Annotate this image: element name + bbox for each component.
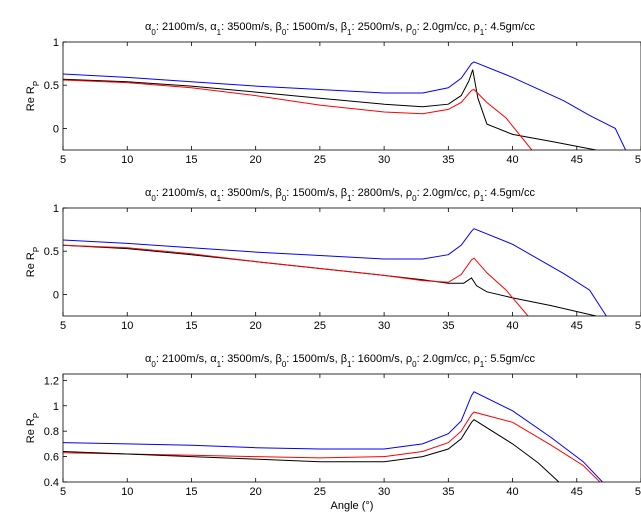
y-tick-label: 1 — [53, 37, 59, 49]
x-tick-label: 5 — [60, 154, 66, 166]
series-line-1 — [63, 61, 627, 150]
series-line-3 — [63, 244, 529, 316]
axes-frame — [62, 373, 641, 483]
x-tick-label: 25 — [314, 154, 326, 166]
panel-2: α0: 2100m/s, α1: 3500m/s, β0: 1500m/s, β… — [25, 187, 641, 332]
chart-title: α0: 2100m/s, α1: 3500m/s, β0: 1500m/s, β… — [145, 21, 535, 37]
x-tick-label: 15 — [185, 320, 197, 332]
y-tick-label: 0 — [53, 123, 59, 135]
series-line-2 — [63, 69, 597, 150]
y-tick-label: 1 — [53, 401, 59, 413]
series-line-3 — [63, 419, 560, 482]
axes-frame — [62, 207, 641, 317]
x-tick-label: 20 — [250, 486, 262, 498]
y-tick-label: 0.6 — [44, 452, 59, 464]
y-tick-label: 0.5 — [44, 80, 59, 92]
x-tick-label: 40 — [506, 154, 518, 166]
series-line-1 — [63, 228, 607, 316]
x-tick-label: 50 — [635, 486, 641, 498]
y-tick-label: 1 — [53, 203, 59, 215]
panel-3: α0: 2100m/s, α1: 3500m/s, β0: 1500m/s, β… — [25, 353, 641, 512]
x-tick-label: 10 — [121, 154, 133, 166]
y-tick-label: 1.2 — [44, 375, 59, 387]
series-line-2 — [63, 244, 597, 316]
series-line-2 — [63, 411, 601, 482]
y-axis-label: Re RP — [25, 247, 41, 277]
y-tick-label: 0.8 — [44, 426, 59, 438]
x-axis-label: Angle (°) — [331, 500, 374, 512]
x-tick-label: 50 — [635, 320, 641, 332]
x-tick-label: 45 — [571, 154, 583, 166]
x-tick-label: 35 — [442, 154, 454, 166]
x-tick-label: 45 — [571, 320, 583, 332]
x-tick-label: 45 — [571, 486, 583, 498]
panel-1: α0: 2100m/s, α1: 3500m/s, β0: 1500m/s, β… — [25, 21, 641, 166]
x-tick-label: 35 — [442, 486, 454, 498]
x-tick-label: 15 — [185, 486, 197, 498]
x-tick-label: 10 — [121, 486, 133, 498]
x-tick-label: 40 — [506, 486, 518, 498]
axes-frame — [62, 41, 641, 151]
x-tick-label: 40 — [506, 320, 518, 332]
y-axis-label: Re RP — [25, 81, 41, 111]
x-tick-label: 30 — [378, 486, 390, 498]
x-tick-label: 15 — [185, 154, 197, 166]
y-axis-label: Re RP — [25, 413, 41, 443]
x-tick-label: 25 — [314, 486, 326, 498]
x-tick-label: 10 — [121, 320, 133, 332]
x-tick-label: 25 — [314, 320, 326, 332]
series-line-1 — [63, 391, 603, 482]
y-tick-label: 0.5 — [44, 246, 59, 258]
x-tick-label: 20 — [250, 154, 262, 166]
y-tick-label: 0 — [53, 289, 59, 301]
x-tick-label: 20 — [250, 320, 262, 332]
x-tick-label: 35 — [442, 320, 454, 332]
series-line-3 — [63, 79, 533, 150]
x-tick-label: 50 — [635, 154, 641, 166]
x-tick-label: 5 — [60, 486, 66, 498]
chart-title: α0: 2100m/s, α1: 3500m/s, β0: 1500m/s, β… — [145, 187, 535, 203]
x-tick-label: 5 — [60, 320, 66, 332]
chart-title: α0: 2100m/s, α1: 3500m/s, β0: 1500m/s, β… — [145, 353, 535, 369]
y-tick-label: 0.4 — [44, 477, 59, 489]
x-tick-label: 30 — [378, 154, 390, 166]
x-tick-label: 30 — [378, 320, 390, 332]
